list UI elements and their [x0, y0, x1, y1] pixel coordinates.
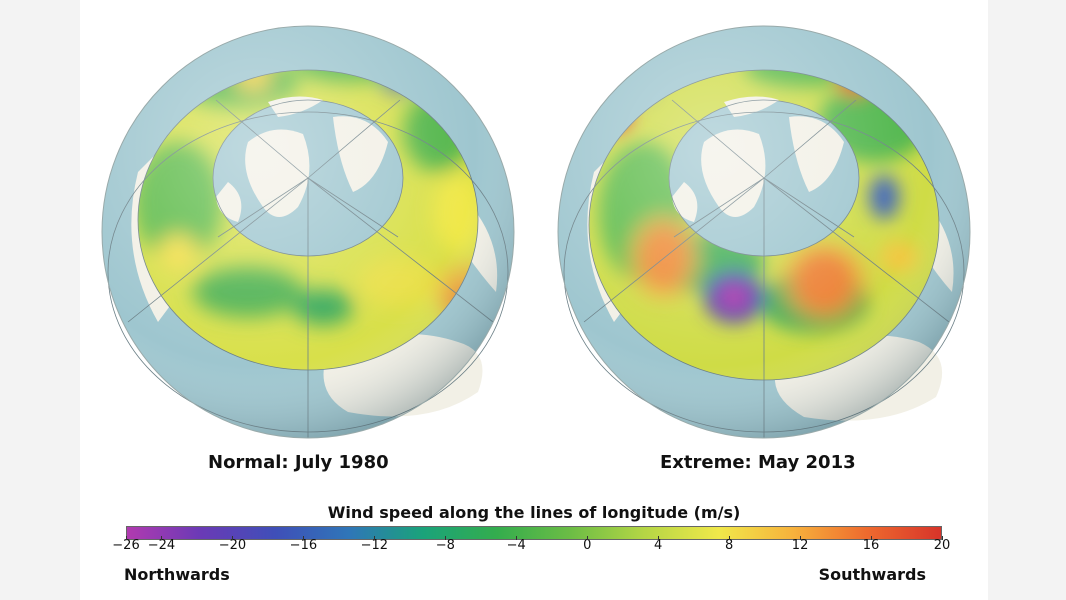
tick-mark [232, 536, 234, 540]
tick-label: −24 [147, 538, 176, 553]
globe-may-2013 [557, 25, 971, 439]
colorbar-title: Wind speed along the lines of longitude … [327, 503, 741, 522]
panel-title-right: Extreme: May 2013 [660, 452, 856, 473]
tick-label: 8 [724, 538, 734, 553]
tick-mark [126, 536, 127, 540]
colorbar [126, 526, 942, 540]
tick-mark [800, 536, 802, 540]
tick-mark [942, 536, 943, 540]
tick-mark [303, 536, 305, 540]
globe-shading [558, 26, 970, 438]
tick-label: 20 [933, 538, 951, 553]
panel-title-left: Normal: July 1980 [208, 452, 389, 473]
tick-mark [516, 536, 518, 540]
colorbar-ticks: −26 −24 −20 −16 −12 −8 −4 0 4 8 12 16 20 [80, 536, 988, 562]
tick-label: 12 [791, 538, 809, 553]
globe-shading [102, 26, 514, 438]
tick-label: −16 [289, 538, 318, 553]
tick-label: −12 [360, 538, 389, 553]
tick-label: −26 [112, 538, 140, 553]
globe-outline [557, 25, 971, 439]
southwards-label: Southwards [818, 565, 926, 584]
tick-mark [587, 536, 589, 540]
tick-mark [729, 536, 731, 540]
tick-mark [374, 536, 376, 540]
globe-outline [101, 25, 515, 439]
figure: Normal: July 1980 Extreme: May 2013 Wind… [80, 0, 988, 600]
tick-mark [658, 536, 660, 540]
northwards-label: Northwards [124, 565, 230, 584]
tick-label: 16 [862, 538, 880, 553]
tick-mark [445, 536, 447, 540]
tick-label: 4 [654, 538, 663, 553]
tick-label: −4 [506, 538, 526, 553]
tick-mark [871, 536, 873, 540]
tick-mark [161, 536, 163, 540]
tick-label: 0 [583, 538, 592, 553]
tick-label: −8 [435, 538, 455, 553]
globe-july-1980 [101, 25, 515, 439]
tick-label: −20 [218, 538, 247, 553]
